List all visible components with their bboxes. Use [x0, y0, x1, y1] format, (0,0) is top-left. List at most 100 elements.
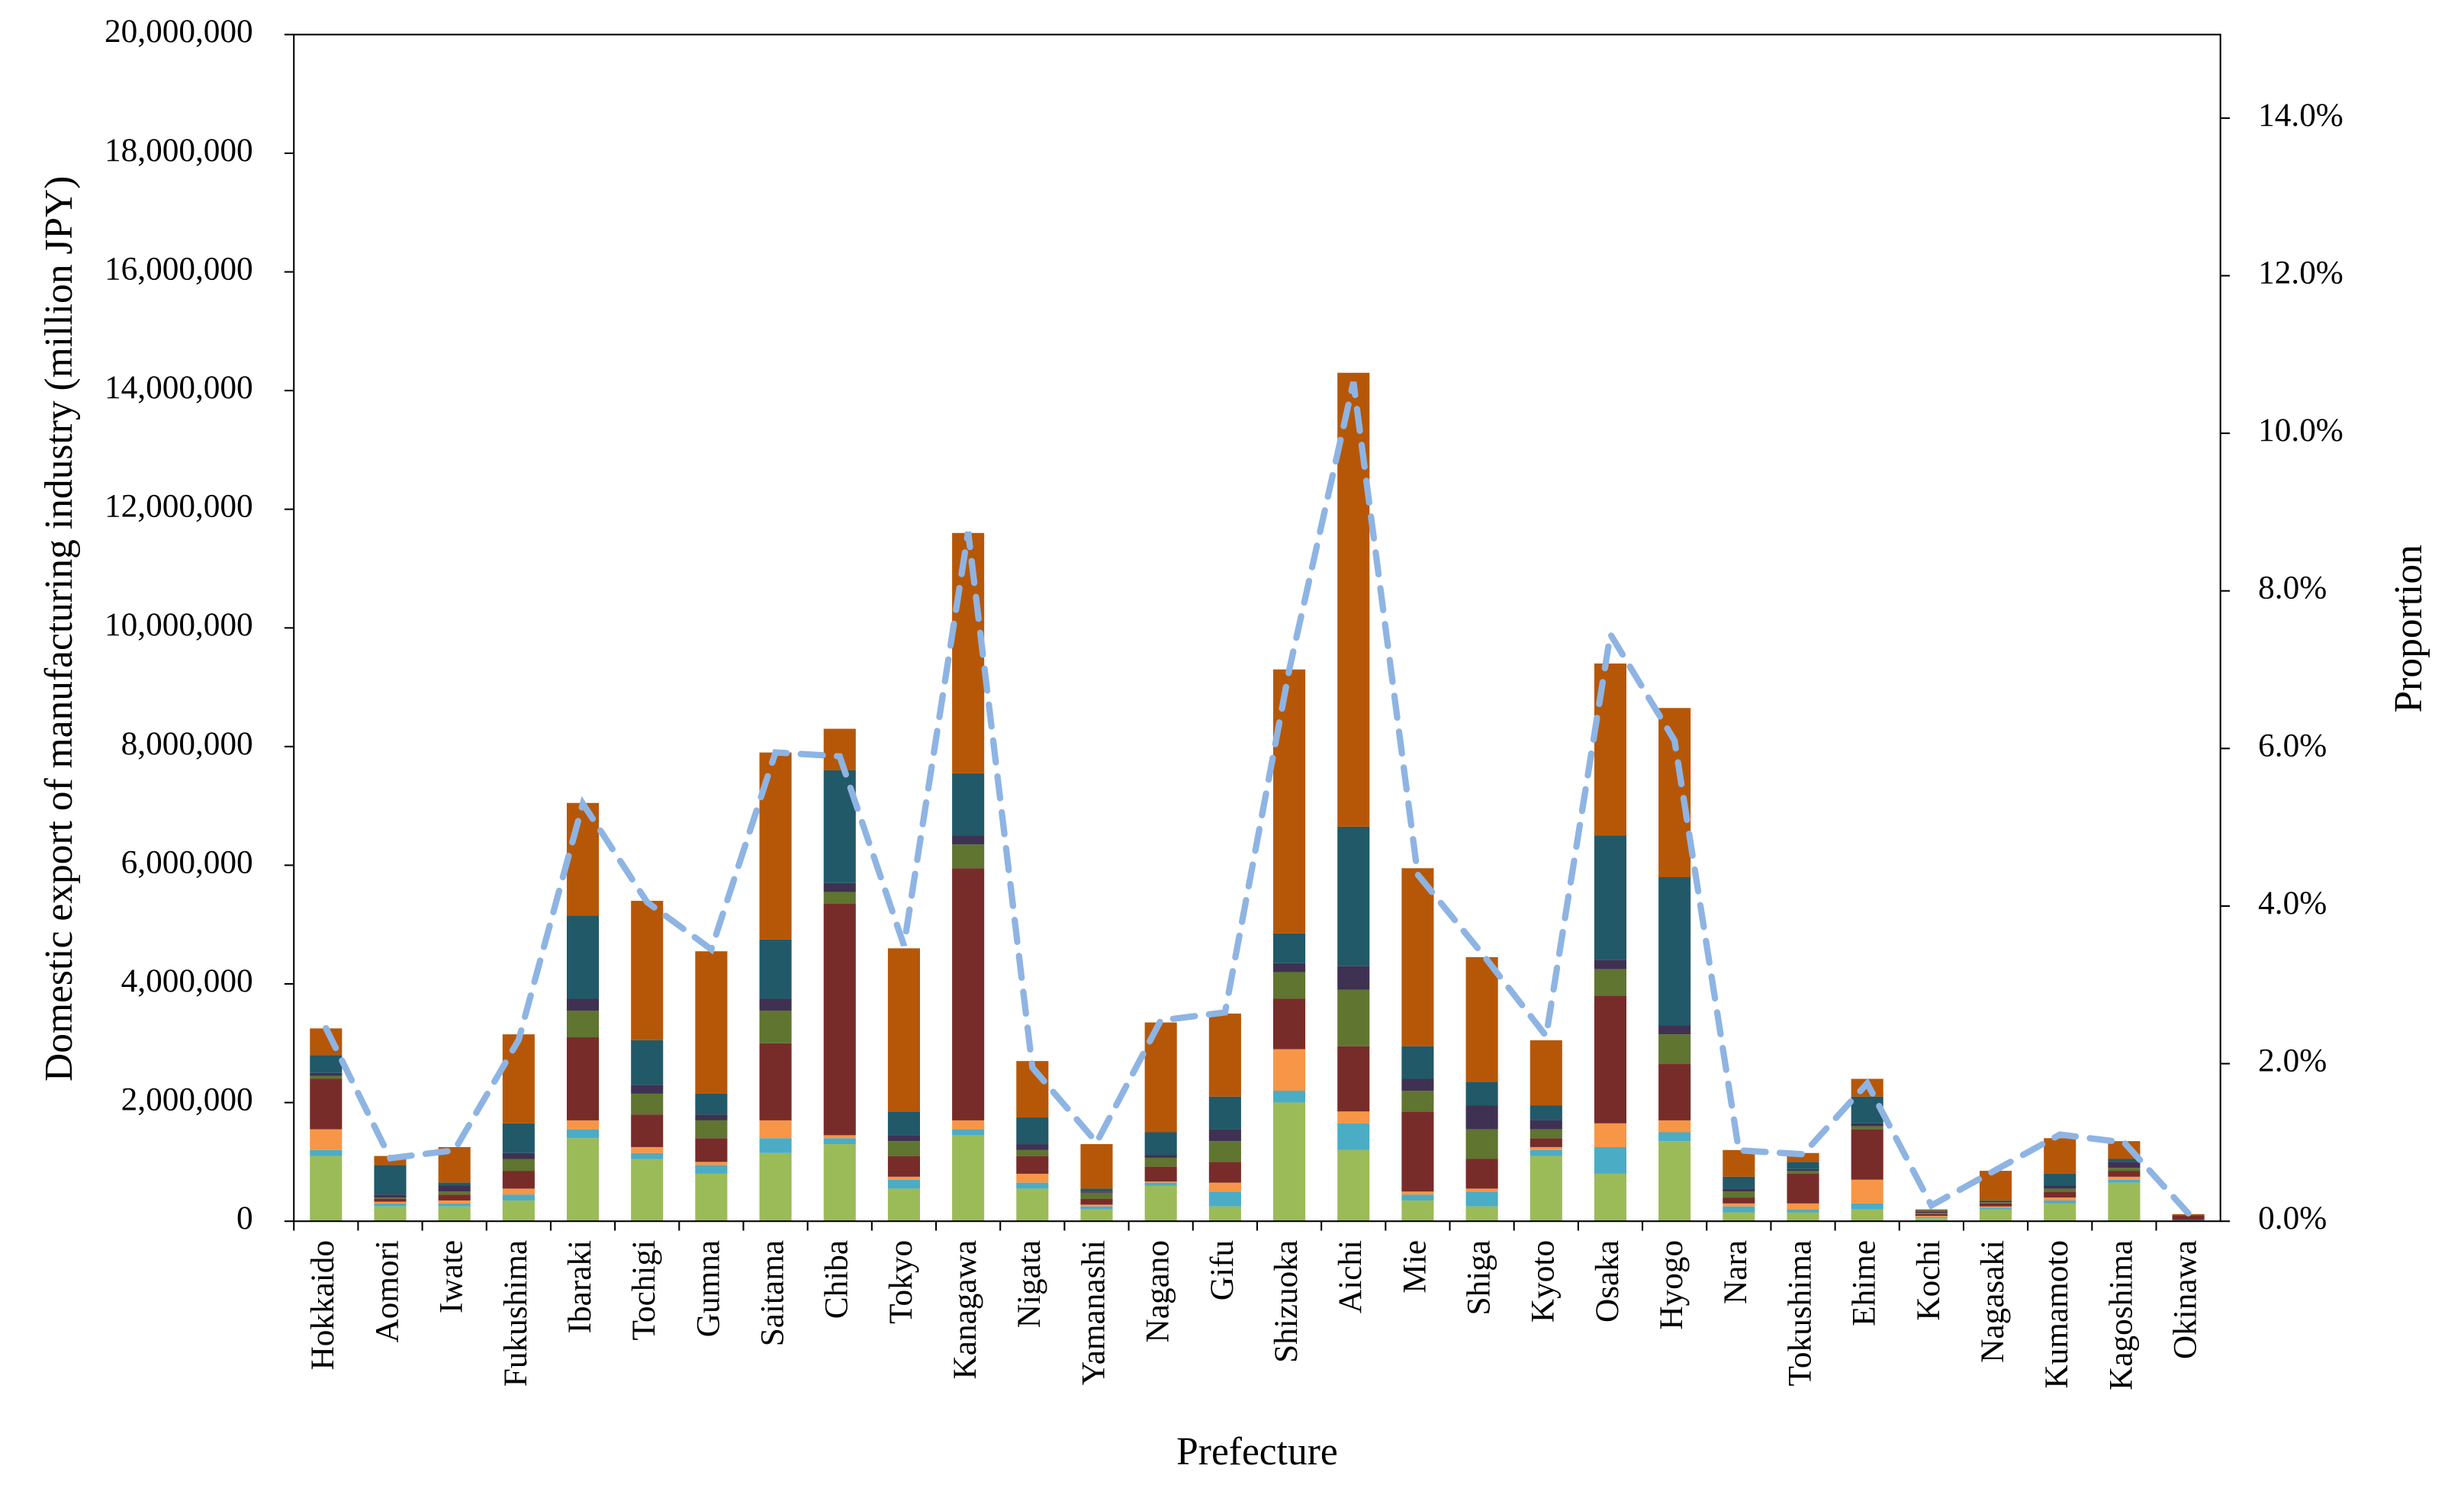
bar-segment	[1144, 1181, 1177, 1183]
bar-segment	[1337, 1149, 1370, 1222]
bar-segment	[2044, 1191, 2076, 1198]
x-tick-label: Shiga	[1461, 1240, 1497, 1316]
bar-segment	[1465, 1159, 1498, 1189]
x-tick-label: Mie	[1396, 1240, 1433, 1294]
bar-segment	[1273, 1091, 1306, 1103]
bar-segment	[631, 901, 664, 1040]
bar-segment	[2044, 1188, 2076, 1192]
bar-segment	[1337, 826, 1370, 966]
bar-segment	[1401, 1200, 1434, 1222]
plot-frame	[293, 34, 2221, 1223]
bar-segment	[887, 948, 920, 1112]
bar-segment	[1980, 1206, 2012, 1208]
bar-segment	[887, 1141, 920, 1156]
bar-segment	[1787, 1173, 1819, 1204]
bar-segment	[502, 1194, 535, 1200]
bar-segment	[1080, 1144, 1113, 1189]
bar-segment	[2044, 1185, 2076, 1189]
bar-segment	[1080, 1206, 1113, 1210]
x-tick-label: Hyogo	[1653, 1240, 1690, 1330]
bar-segment	[1530, 1149, 1562, 1156]
y2-tick-label: 8.0%	[2258, 570, 2327, 606]
proportion-line	[323, 381, 2192, 1217]
bar-segment	[1980, 1200, 2012, 1203]
bar-segment	[952, 1129, 985, 1136]
bar-segment	[1915, 1211, 1948, 1213]
bar-segment	[1208, 1013, 1241, 1097]
bar-segment	[1787, 1162, 1819, 1169]
x-tick-label: Tochigi	[626, 1240, 662, 1341]
bar-segment	[1915, 1217, 1948, 1219]
y-tick-label: 20,000,000	[105, 13, 253, 50]
y-tick-label: 0	[236, 1200, 253, 1236]
bar-segment	[1401, 1191, 1434, 1195]
bar-segment	[1915, 1218, 1948, 1222]
bar-segment	[1594, 995, 1627, 1123]
bar-segment	[1144, 1132, 1177, 1155]
bar-segment	[310, 1149, 343, 1156]
bar-segment	[1723, 1149, 1755, 1177]
bar-segment	[1273, 963, 1306, 972]
bar-segment	[1980, 1202, 2012, 1204]
bar-segment	[1658, 1064, 1691, 1120]
bar-segment	[695, 1120, 728, 1139]
bar-segment	[1401, 1078, 1434, 1091]
bar-segment	[2172, 1220, 2205, 1221]
bar-segment	[1594, 1146, 1627, 1174]
bar-segment	[887, 1111, 920, 1136]
x-tick-label: Kanagawa	[947, 1240, 983, 1380]
bar-segment	[1273, 1102, 1306, 1222]
y2-axis-title: Proportion	[2387, 545, 2430, 712]
bar-segment	[1594, 1123, 1627, 1147]
bar-segment	[566, 1037, 600, 1120]
bar-segment	[2108, 1179, 2141, 1183]
bar-segment	[502, 1200, 535, 1222]
x-tick-label: Ehime	[1846, 1240, 1883, 1326]
bar-segment	[1658, 1034, 1691, 1065]
x-tick-label: Nara	[1717, 1240, 1754, 1304]
y2-tick-label: 0.0%	[2258, 1200, 2327, 1236]
bar-segment	[1723, 1191, 1755, 1198]
bar-segment	[502, 1152, 535, 1159]
bar-segment	[631, 1146, 664, 1153]
bar-segment	[1273, 669, 1306, 934]
bar-segment	[1080, 1192, 1113, 1199]
y-tick-label: 2,000,000	[121, 1082, 253, 1118]
bar-segment	[759, 1011, 792, 1043]
bar-segment	[438, 1206, 471, 1222]
bar-segment	[2044, 1203, 2076, 1222]
bar-segment	[502, 1123, 535, 1153]
bar-segment	[1851, 1129, 1883, 1180]
bar-segment	[374, 1201, 407, 1204]
x-tick-label: Ibaraki	[561, 1240, 598, 1333]
bar-segment	[1080, 1204, 1113, 1207]
bar-segment	[823, 1135, 856, 1139]
bar-segment	[1851, 1126, 1883, 1130]
bar-segment	[1016, 1182, 1049, 1189]
bar-segment	[1337, 1111, 1370, 1123]
bar-segment	[1144, 1185, 1177, 1222]
x-tick-label: Aichi	[1332, 1240, 1369, 1313]
bar-segment	[1208, 1162, 1241, 1183]
bar-segment	[1016, 1149, 1049, 1156]
bar-segment	[1530, 1129, 1562, 1139]
bar-segment	[1787, 1168, 1819, 1172]
bar-segment	[631, 1152, 664, 1159]
bar-segment	[1723, 1203, 1755, 1207]
bar-segment	[374, 1203, 407, 1207]
bar-segment	[310, 1072, 343, 1076]
bar-segment	[952, 868, 985, 1120]
bar-segment	[695, 1162, 728, 1165]
bar-segment	[952, 1120, 985, 1130]
x-tick-label: Kyoto	[1525, 1240, 1562, 1323]
bar-segment	[695, 1114, 728, 1120]
bar-segment	[1658, 1141, 1691, 1222]
x-tick-label: Aomori	[368, 1240, 405, 1343]
x-tick-label: Nagano	[1140, 1240, 1176, 1343]
bar-segment	[566, 1138, 600, 1222]
bar-segment	[695, 1165, 728, 1174]
bar-segment	[1851, 1203, 1883, 1210]
x-tick-label: Shizuoka	[1268, 1240, 1304, 1363]
bar-segment	[1465, 1082, 1498, 1106]
